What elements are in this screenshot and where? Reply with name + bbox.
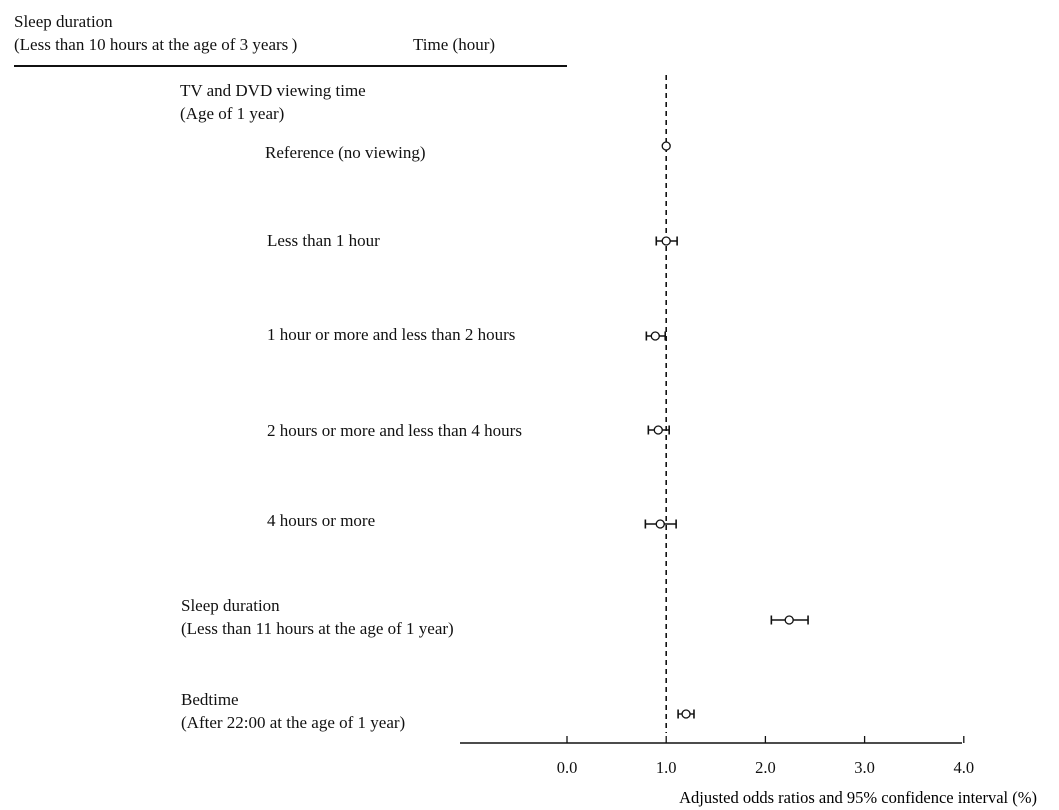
odds-ratio-mark xyxy=(645,331,667,341)
row-label: 2 hours or more and less than 4 hours xyxy=(267,421,522,440)
x-tick-label: 0.0 xyxy=(557,758,578,777)
odds-ratio-mark xyxy=(661,141,671,151)
odds-ratio-point xyxy=(653,425,663,435)
odds-ratio-mark xyxy=(647,425,670,435)
group-bedtime-title: Bedtime xyxy=(181,690,239,709)
x-tick-label: 2.0 xyxy=(755,758,776,777)
odds-ratio-point xyxy=(655,519,665,529)
odds-ratio-mark xyxy=(655,236,678,246)
x-tick-label: 4.0 xyxy=(953,758,974,777)
group-tv-title: TV and DVD viewing time xyxy=(180,81,366,100)
row-label: 1 hour or more and less than 2 hours xyxy=(267,325,516,344)
x-axis-label: Adjusted odds ratios and 95% confidence … xyxy=(679,788,1037,807)
row-label: 4 hours or more xyxy=(267,511,376,530)
row-label: Less than 1 hour xyxy=(267,231,380,250)
x-tick-label: 3.0 xyxy=(854,758,875,777)
odds-ratio-point xyxy=(784,615,794,625)
header-title-line1: Sleep duration xyxy=(14,12,113,31)
odds-ratio-mark xyxy=(677,709,695,719)
odds-ratio-point xyxy=(681,709,691,719)
odds-ratio-point xyxy=(661,141,671,151)
odds-ratio-point xyxy=(650,331,660,341)
group-sleep-title: Sleep duration xyxy=(181,596,280,615)
group-sleep-subtitle: (Less than 11 hours at the age of 1 year… xyxy=(181,619,454,638)
odds-ratio-point xyxy=(661,236,671,246)
group-tv-subtitle: (Age of 1 year) xyxy=(180,104,285,123)
row-label: Reference (no viewing) xyxy=(265,143,426,162)
odds-ratio-mark xyxy=(644,519,677,529)
group-bedtime-subtitle: (After 22:00 at the age of 1 year) xyxy=(181,713,406,732)
header-title-line2: (Less than 10 hours at the age of 3 year… xyxy=(14,35,298,54)
x-tick-label: 1.0 xyxy=(656,758,677,777)
odds-ratio-mark xyxy=(770,615,809,625)
header-rule xyxy=(14,65,567,67)
time-column-label: Time (hour) xyxy=(413,35,496,54)
